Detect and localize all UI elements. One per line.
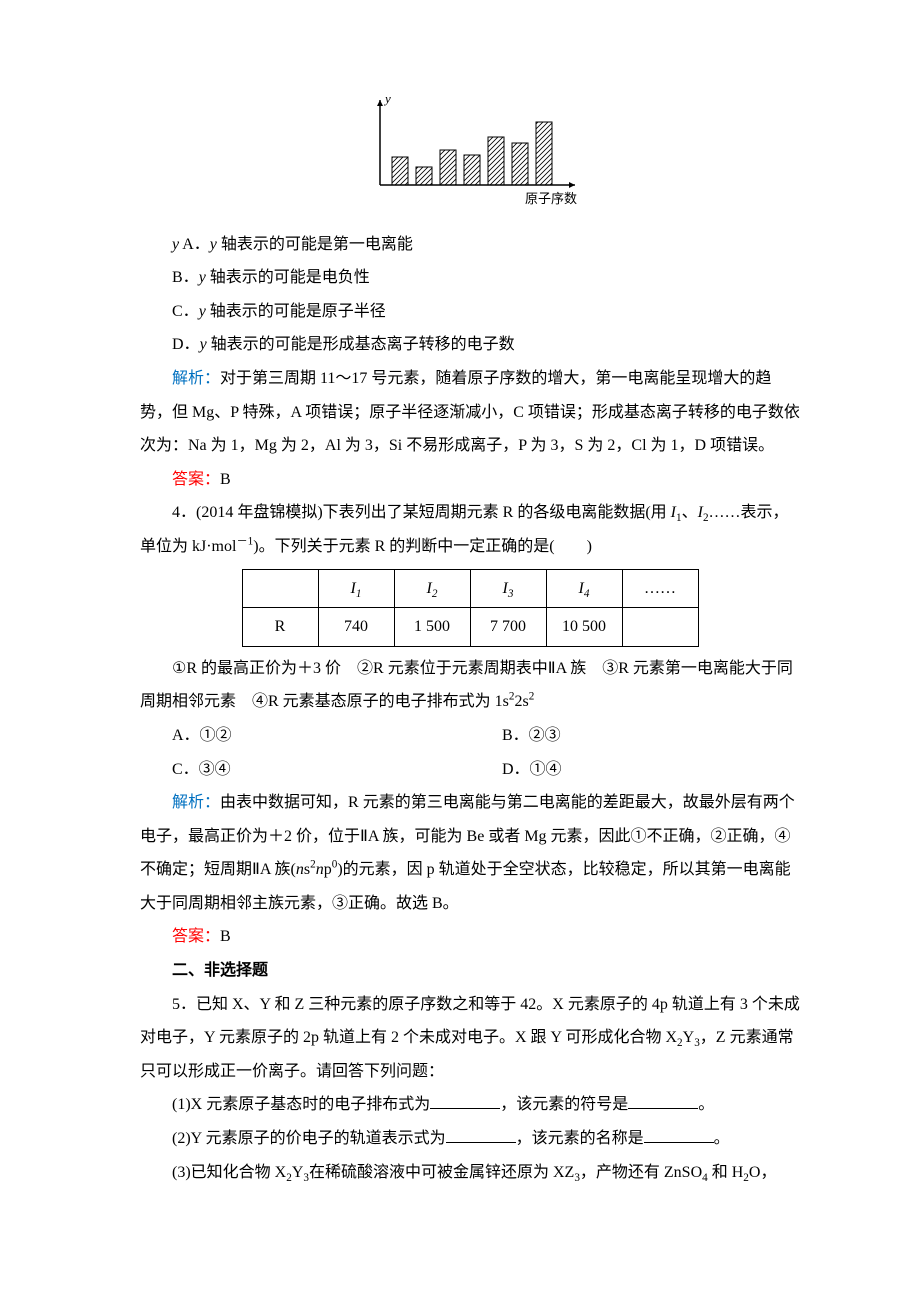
q4-option-b: B．②③ bbox=[470, 719, 800, 753]
q5-part3: (3)已知化合物 X2Y3在稀硫酸溶液中可被金属锌还原为 XZ3，产物还有 Zn… bbox=[140, 1156, 800, 1190]
q5-stem: 5．已知 X、Y 和 Z 三种元素的原子序数之和等于 42。X 元素原子的 4p… bbox=[140, 988, 800, 1089]
table-header-blank bbox=[242, 569, 318, 608]
table-cell-r: R bbox=[242, 608, 318, 647]
section-title: 二、非选择题 bbox=[140, 954, 800, 988]
table-cell-blank bbox=[622, 608, 698, 647]
q3-option-a: y A．y 轴表示的可能是第一电离能A．y 轴表示的可能是第一电离能 bbox=[140, 228, 800, 262]
q4-statements: ①R 的最高正价为＋3 价 ②R 元素位于元素周期表中ⅡA 族 ③R 元素第一电… bbox=[140, 652, 800, 719]
q3-option-b: B．y 轴表示的可能是电负性 bbox=[140, 261, 800, 295]
q4-option-c: C．③④ bbox=[140, 753, 470, 787]
svg-text:y: y bbox=[383, 91, 391, 106]
table-header-i4: I4 bbox=[546, 569, 622, 608]
q4-analysis: 解析：由表中数据可知，R 元素的第三电离能与第二电离能的差距最大，故最外层有两个… bbox=[140, 786, 800, 920]
q5-part2: (2)Y 元素原子的价电子的轨道表示式为，该元素的名称是。 bbox=[140, 1122, 800, 1156]
q3-option-d: D．y 轴表示的可能是形成基态离子转移的电子数 bbox=[140, 328, 800, 362]
q4-option-d: D．①④ bbox=[470, 753, 800, 787]
q5-part1: (1)X 元素原子基态时的电子排布式为，该元素的符号是。 bbox=[140, 1088, 800, 1122]
table-header-dots: …… bbox=[622, 569, 698, 608]
q3-option-c: C．y 轴表示的可能是原子半径 bbox=[140, 295, 800, 329]
table-cell-i2: 1 500 bbox=[394, 608, 470, 647]
q4-stem: 4．(2014 年盘锦模拟)下表列出了某短周期元素 R 的各级电离能数据(用 I… bbox=[140, 496, 800, 563]
q3-analysis: 解析：对于第三周期 11～17 号元素，随着原子序数的增大，第一电离能呈现增大的… bbox=[140, 362, 800, 463]
q4-answer: 答案：B bbox=[140, 920, 800, 954]
ionization-table: I1 I2 I3 I4 …… R 740 1 500 7 700 10 500 bbox=[242, 569, 699, 647]
table-cell-i4: 10 500 bbox=[546, 608, 622, 647]
table-header-i2: I2 bbox=[394, 569, 470, 608]
bar-chart-svg: y 原子序数 bbox=[355, 90, 585, 210]
table-cell-i3: 7 700 bbox=[470, 608, 546, 647]
table-header-i3: I3 bbox=[470, 569, 546, 608]
ionization-chart: y 原子序数 bbox=[140, 90, 800, 223]
svg-text:原子序数: 原子序数 bbox=[525, 191, 577, 206]
q3-answer: 答案：B bbox=[140, 463, 800, 497]
q4-option-a: A．①② bbox=[140, 719, 470, 753]
table-header-i1: I1 bbox=[318, 569, 394, 608]
table-cell-i1: 740 bbox=[318, 608, 394, 647]
